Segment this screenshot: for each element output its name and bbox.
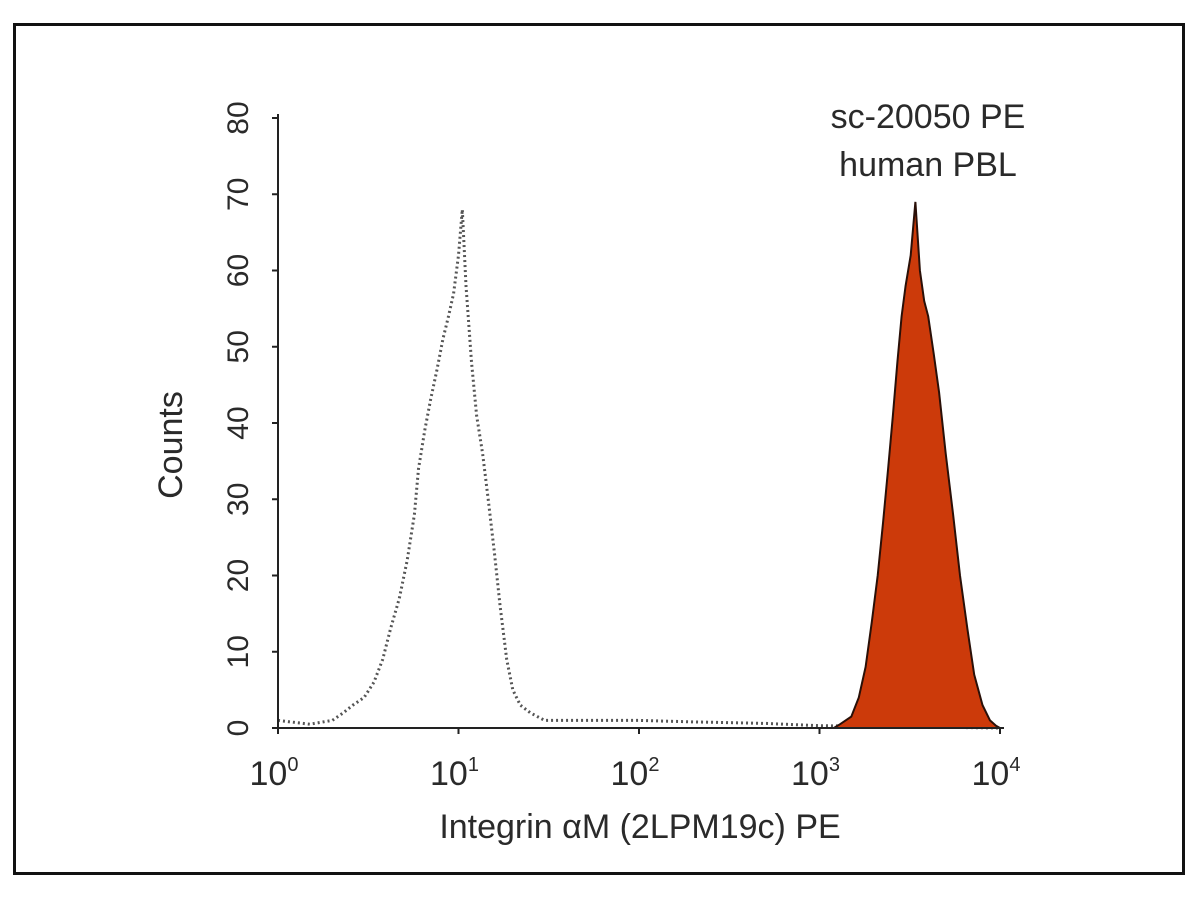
x-tick-label: 100 [250,754,299,793]
x-tick-label: 102 [611,754,660,793]
annotation-line-1: sc-20050 PE [831,98,1026,136]
series-2-filled-area [830,201,1004,729]
y-tick-label: 20 [222,559,255,592]
x-tick-label: 104 [972,754,1021,793]
y-tick-label: 0 [222,720,255,737]
y-tick-label: 30 [222,483,255,516]
x-tick-label: 103 [791,754,840,793]
x-tick-label: 101 [430,754,479,793]
y-tick-label: 40 [222,406,255,439]
y-tick-label: 50 [222,330,255,363]
y-tick-label: 70 [222,178,255,211]
annotation-line-2: human PBL [839,146,1017,184]
x-axis-label: Integrin αM (2LPM19c) PE [439,808,840,846]
plot-series [277,201,1004,730]
y-axis-label: Counts [152,391,190,499]
axes [277,114,1004,729]
axis-ticks: 0 10 20 30 40 50 60 70 80 100 101 102 103 104 [222,101,1021,793]
series-1-outline [277,209,1001,730]
chart-frame [13,23,1185,875]
y-tick-label: 10 [222,635,255,668]
y-tick-label: 60 [222,254,255,287]
y-tick-label: 80 [222,101,255,134]
